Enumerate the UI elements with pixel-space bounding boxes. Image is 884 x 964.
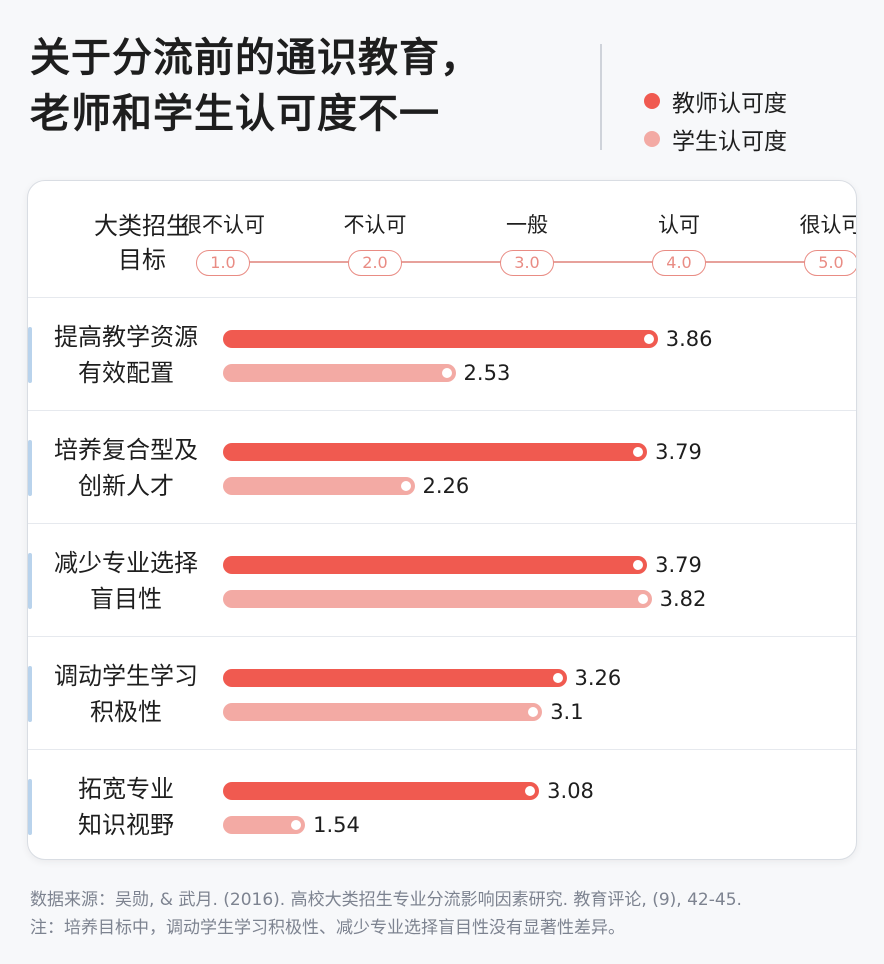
teacher-bar [223, 443, 648, 461]
group-accent-bar [28, 779, 32, 835]
scale-label: 不认可 [343, 213, 407, 237]
bar-end-marker [526, 705, 541, 719]
bar-end-marker [631, 558, 646, 572]
category-label: 拓宽专业 知识视野 [78, 775, 174, 839]
teacher-bar [223, 669, 567, 687]
group-accent-bar [28, 666, 32, 722]
group-accent-bar [28, 327, 32, 383]
student-value-label: 3.82 [659, 587, 707, 611]
bar-end-marker [635, 592, 650, 606]
x-tick-label: 5.0 [804, 250, 856, 276]
teacher-bar [223, 556, 648, 574]
student-bar [223, 590, 652, 608]
legend: 教师认可度 学生认可度 [644, 82, 787, 158]
category-group: 培养复合型及 创新人才 3.79 2.26 [28, 410, 856, 523]
scale-label: 很不认可 [181, 213, 265, 237]
x-tick-label: 2.0 [348, 250, 402, 276]
legend-label-teacher: 教师认可度 [672, 91, 787, 117]
legend-dot-teacher [644, 93, 660, 109]
category-group: 减少专业选择 盲目性 3.79 3.82 [28, 523, 856, 636]
note-text: 注：培养目标中，调动学生学习积极性、减少专业选择盲目性没有显著性差异。 [30, 918, 625, 938]
bar-end-marker [641, 332, 656, 346]
group-separator [28, 523, 856, 524]
group-separator [28, 636, 856, 637]
teacher-value-label: 3.26 [574, 666, 622, 690]
scale-label: 一般 [506, 213, 548, 237]
source-note: 数据来源：吴勋, & 武月. (2016). 高校大类招生专业分流影响因素研究.… [30, 886, 742, 942]
scale-label: 认可 [658, 213, 700, 237]
legend-label-student: 学生认可度 [672, 129, 787, 155]
teacher-bar [223, 782, 540, 800]
source-text: 数据来源：吴勋, & 武月. (2016). 高校大类招生专业分流影响因素研究.… [30, 890, 742, 910]
group-accent-bar [28, 440, 32, 496]
category-group: 拓宽专业 知识视野 3.08 1.54 [28, 749, 856, 859]
teacher-value-label: 3.08 [547, 779, 594, 803]
student-bar [223, 477, 415, 495]
category-label: 提高教学资源 有效配置 [54, 323, 198, 387]
category-column-title: 大类招生 目标 [94, 212, 190, 274]
group-separator [28, 410, 856, 411]
bar-end-marker [289, 818, 304, 832]
x-tick-label: 3.0 [500, 250, 554, 276]
teacher-bar [223, 330, 658, 348]
bar-end-marker [398, 479, 413, 493]
x-tick-label: 1.0 [196, 250, 250, 276]
teacher-value-label: 3.86 [665, 327, 713, 351]
student-bar [223, 816, 306, 834]
teacher-value-label: 3.79 [655, 553, 702, 577]
student-value-label: 2.53 [463, 361, 511, 385]
category-label: 减少专业选择 盲目性 [54, 549, 198, 613]
legend-item-student: 学生认可度 [644, 120, 787, 158]
student-bar [223, 703, 543, 721]
student-value-label: 3.1 [550, 700, 584, 724]
x-tick-label: 4.0 [652, 250, 706, 276]
category-label: 培养复合型及 创新人才 [54, 436, 198, 500]
group-accent-bar [28, 553, 32, 609]
group-separator [28, 749, 856, 750]
category-group: 调动学生学习 积极性 3.26 3.1 [28, 636, 856, 749]
student-value-label: 2.26 [422, 474, 470, 498]
category-group: 提高教学资源 有效配置 3.86 2.53 [28, 297, 856, 410]
group-separator [28, 297, 856, 298]
bar-end-marker [550, 671, 565, 685]
student-value-label: 1.54 [313, 813, 360, 837]
title-divider [600, 44, 602, 150]
teacher-value-label: 3.79 [655, 440, 702, 464]
bar-end-marker [439, 366, 454, 380]
chart-title: 关于分流前的通识教育， 老师和学生认可度不一 [30, 35, 481, 137]
bar-end-marker [523, 784, 538, 798]
legend-dot-student [644, 131, 660, 147]
chart-card: 大类招生 目标 很不认可 1.0 不认可 2.0 一般 3.0 认可 4.0 很认可 5.0 提高… [27, 180, 857, 860]
student-bar [223, 364, 456, 382]
scale-label: 很认可 [799, 213, 857, 237]
legend-item-teacher: 教师认可度 [644, 82, 787, 120]
category-label: 调动学生学习 积极性 [54, 662, 198, 726]
bar-end-marker [631, 445, 646, 459]
